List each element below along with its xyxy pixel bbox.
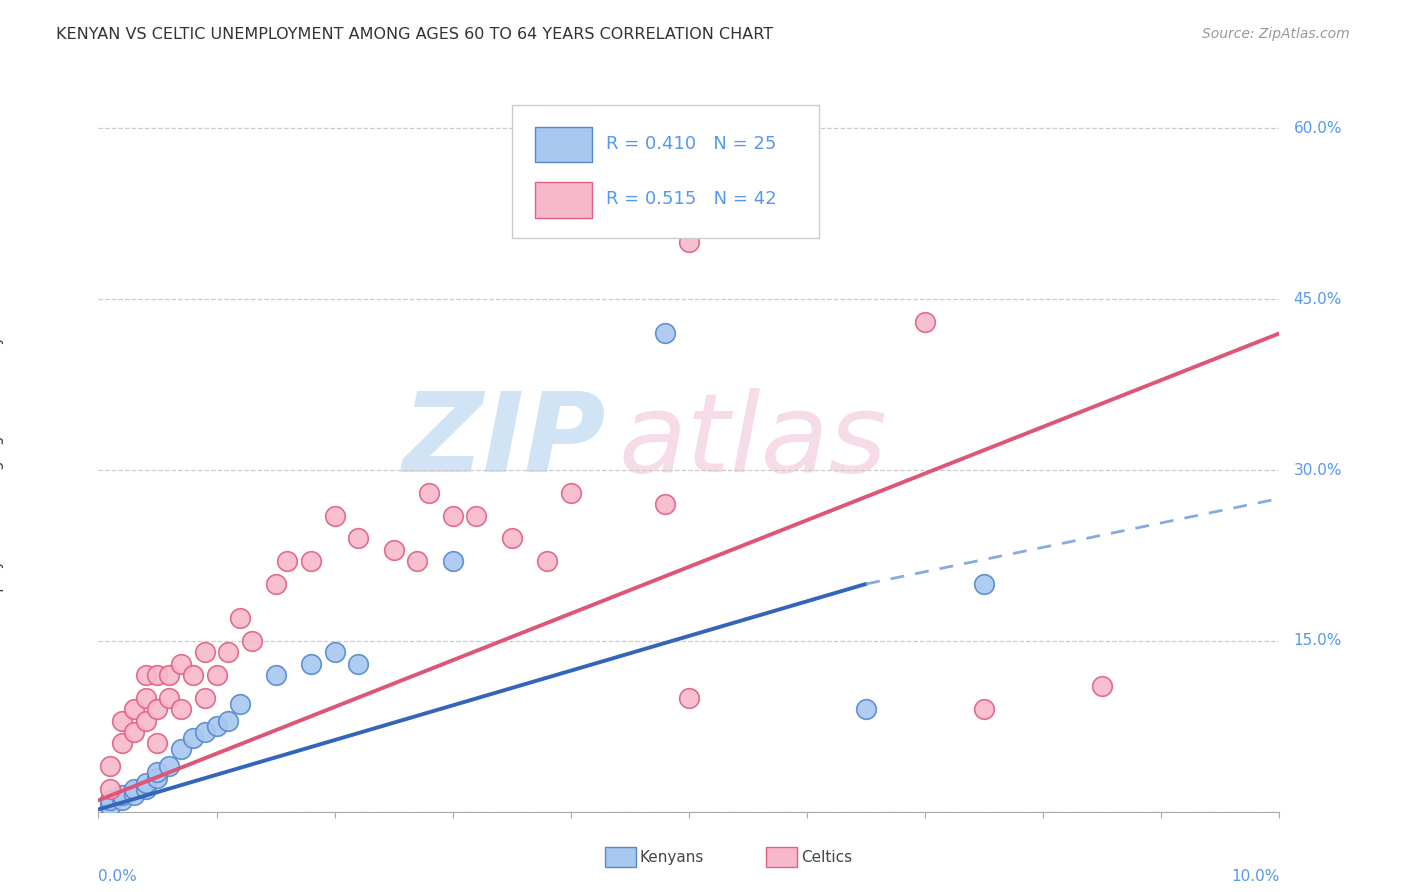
Point xyxy=(122,781,145,796)
Point xyxy=(299,657,322,671)
Point xyxy=(323,645,346,659)
Point xyxy=(122,725,145,739)
Point xyxy=(122,702,145,716)
FancyBboxPatch shape xyxy=(512,104,818,238)
Point xyxy=(276,554,298,568)
Point xyxy=(98,799,121,814)
Point xyxy=(973,702,995,716)
Point xyxy=(501,532,523,546)
Point xyxy=(170,742,193,756)
Point xyxy=(217,645,239,659)
Point xyxy=(229,611,252,625)
Text: Celtics: Celtics xyxy=(801,850,852,864)
Text: 10.0%: 10.0% xyxy=(1232,869,1279,884)
Text: Kenyans: Kenyans xyxy=(640,850,704,864)
Point xyxy=(347,657,370,671)
Point xyxy=(441,508,464,523)
Text: 0.0%: 0.0% xyxy=(98,869,138,884)
Point xyxy=(678,690,700,705)
Point xyxy=(146,764,169,779)
Point xyxy=(194,725,217,739)
Point xyxy=(170,657,193,671)
Point xyxy=(146,668,169,682)
Point xyxy=(217,714,239,728)
Text: R = 0.410   N = 25: R = 0.410 N = 25 xyxy=(606,135,776,153)
Point xyxy=(146,702,169,716)
Point xyxy=(205,719,228,733)
FancyBboxPatch shape xyxy=(536,127,592,162)
Point xyxy=(654,497,676,511)
Point xyxy=(229,697,252,711)
Point xyxy=(135,781,157,796)
Point xyxy=(205,668,228,682)
Point xyxy=(135,714,157,728)
Point xyxy=(98,793,121,807)
Point xyxy=(465,508,488,523)
Point xyxy=(914,315,936,329)
Text: 60.0%: 60.0% xyxy=(1294,120,1343,136)
Point xyxy=(240,633,263,648)
Point xyxy=(157,668,180,682)
Point xyxy=(135,668,157,682)
Point xyxy=(418,485,440,500)
Point xyxy=(111,793,134,807)
Point xyxy=(194,645,217,659)
FancyBboxPatch shape xyxy=(536,182,592,218)
Text: KENYAN VS CELTIC UNEMPLOYMENT AMONG AGES 60 TO 64 YEARS CORRELATION CHART: KENYAN VS CELTIC UNEMPLOYMENT AMONG AGES… xyxy=(56,27,773,42)
Point xyxy=(264,668,287,682)
Point xyxy=(111,736,134,750)
Point xyxy=(111,788,134,802)
Text: atlas: atlas xyxy=(619,388,887,495)
Point xyxy=(135,776,157,790)
Point xyxy=(122,788,145,802)
Point xyxy=(382,542,405,557)
Point xyxy=(194,690,217,705)
Point xyxy=(855,702,877,716)
Point xyxy=(560,485,582,500)
Point xyxy=(406,554,429,568)
Point xyxy=(323,508,346,523)
Point xyxy=(1091,680,1114,694)
Text: 30.0%: 30.0% xyxy=(1294,463,1343,477)
Point xyxy=(135,690,157,705)
Text: 15.0%: 15.0% xyxy=(1294,633,1341,648)
Point xyxy=(678,235,700,250)
Text: ZIP: ZIP xyxy=(402,388,606,495)
Point xyxy=(181,668,204,682)
Point xyxy=(157,690,180,705)
Point xyxy=(146,771,169,785)
Point xyxy=(111,714,134,728)
Text: R = 0.515   N = 42: R = 0.515 N = 42 xyxy=(606,190,778,208)
Point xyxy=(441,554,464,568)
Point xyxy=(973,577,995,591)
Point xyxy=(536,554,558,568)
Text: Unemployment Among Ages 60 to 64 years: Unemployment Among Ages 60 to 64 years xyxy=(0,302,4,638)
Point xyxy=(654,326,676,341)
Point xyxy=(299,554,322,568)
Point xyxy=(347,532,370,546)
Point xyxy=(98,781,121,796)
Point xyxy=(157,759,180,773)
Point xyxy=(170,702,193,716)
Text: Source: ZipAtlas.com: Source: ZipAtlas.com xyxy=(1202,27,1350,41)
Point xyxy=(264,577,287,591)
Point xyxy=(146,736,169,750)
Point xyxy=(181,731,204,745)
Point xyxy=(98,759,121,773)
Text: 45.0%: 45.0% xyxy=(1294,292,1341,307)
